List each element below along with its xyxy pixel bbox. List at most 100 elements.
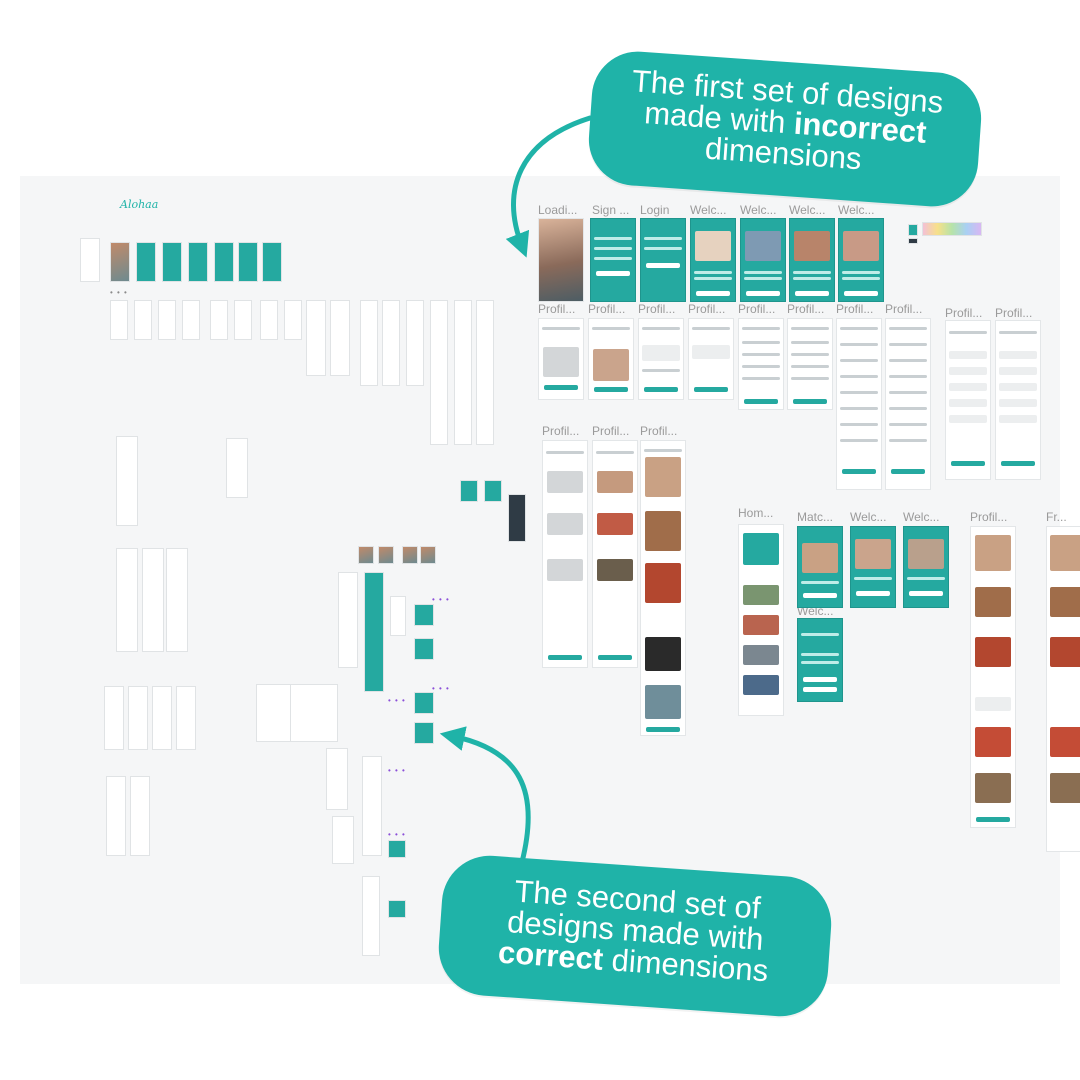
screen-thumb[interactable] xyxy=(290,684,338,742)
screen-welcome[interactable] xyxy=(903,526,949,608)
screen-profile-preview[interactable] xyxy=(640,440,686,736)
screen-thumb[interactable] xyxy=(136,242,156,282)
screen-edit-prompts[interactable] xyxy=(542,440,588,668)
frame-label: Welc... xyxy=(903,510,940,524)
screen-edit-prompts[interactable] xyxy=(592,440,638,668)
screen-profile[interactable] xyxy=(970,526,1016,828)
screen-profile-prompts[interactable] xyxy=(945,320,991,480)
frame-label: Profil... xyxy=(836,302,874,316)
screen-thumb[interactable] xyxy=(182,300,200,340)
frame-menu-dots[interactable]: • • • xyxy=(388,830,406,839)
screen-thumb[interactable] xyxy=(210,300,228,340)
screen-thumb[interactable] xyxy=(130,776,150,856)
screen-thumb[interactable] xyxy=(454,300,472,445)
screen-thumb[interactable] xyxy=(116,548,138,652)
screen-profile-setup[interactable] xyxy=(787,318,833,410)
screen-thumb[interactable] xyxy=(338,572,358,668)
screen-thumb[interactable] xyxy=(360,300,378,386)
screen-friend-profile[interactable] xyxy=(1046,526,1080,852)
screen-thumb[interactable] xyxy=(460,480,478,502)
screen-thumb[interactable] xyxy=(142,548,164,652)
screen-thumb[interactable] xyxy=(116,436,138,526)
screen-thumb[interactable] xyxy=(214,242,234,282)
screen-profile-setup[interactable] xyxy=(688,318,734,400)
screen-thumb[interactable] xyxy=(166,548,188,652)
screen-thumb[interactable] xyxy=(106,776,126,856)
screen-thumb[interactable] xyxy=(330,300,350,376)
screen-profile-setup[interactable] xyxy=(738,318,784,410)
screen-thumb[interactable] xyxy=(262,242,282,282)
screen-thumb[interactable] xyxy=(188,242,208,282)
screen-thumb[interactable] xyxy=(414,604,434,626)
screen-welcome[interactable] xyxy=(797,618,843,702)
screen-thumb[interactable] xyxy=(110,300,128,340)
screen-thumb[interactable] xyxy=(484,480,502,502)
screen-thumb[interactable] xyxy=(284,300,302,340)
screen-thumb[interactable] xyxy=(476,300,494,445)
screen-thumb[interactable] xyxy=(110,242,130,282)
screen-thumb[interactable] xyxy=(382,300,400,386)
screen-thumb[interactable] xyxy=(104,686,124,750)
frame-label: Welc... xyxy=(740,203,777,217)
frame-menu-dots[interactable]: • • • xyxy=(432,595,450,604)
screen-thumb[interactable] xyxy=(128,686,148,750)
screen-thumb[interactable] xyxy=(362,876,380,956)
screen-welcome-3[interactable] xyxy=(789,218,835,302)
screen-profile-setup[interactable] xyxy=(836,318,882,490)
screen-thumb[interactable] xyxy=(414,638,434,660)
screen-thumb[interactable] xyxy=(388,900,406,918)
screen-thumb[interactable] xyxy=(176,686,196,750)
screen-thumb[interactable] xyxy=(406,300,424,386)
screen-thumb[interactable] xyxy=(358,546,374,564)
frame-menu-dots[interactable]: • • • xyxy=(388,696,406,705)
screen-thumb[interactable] xyxy=(414,722,434,744)
color-swatch[interactable] xyxy=(908,238,918,244)
frame-label: Profil... xyxy=(787,302,825,316)
screen-thumb[interactable] xyxy=(238,242,258,282)
frame-label: Profil... xyxy=(588,302,626,316)
screen-thumb[interactable] xyxy=(390,596,406,636)
screen-thumb[interactable] xyxy=(414,692,434,714)
screen-welcome-2[interactable] xyxy=(740,218,786,302)
screen-profile-setup[interactable] xyxy=(885,318,931,490)
screen-thumb[interactable] xyxy=(430,300,448,445)
screen-thumb[interactable] xyxy=(508,494,526,542)
screen-welcome-4[interactable] xyxy=(838,218,884,302)
screen-thumb[interactable] xyxy=(158,300,176,340)
frame-menu-dots[interactable]: • • • xyxy=(432,684,450,693)
screen-thumb[interactable] xyxy=(420,546,436,564)
screen-thumb[interactable] xyxy=(80,238,100,282)
color-swatch[interactable] xyxy=(908,224,918,236)
frame-label: Welc... xyxy=(850,510,887,524)
screen-thumb[interactable] xyxy=(364,572,384,692)
frame-label: Login xyxy=(640,203,670,217)
screen-thumb[interactable] xyxy=(306,300,326,376)
screen-thumb[interactable] xyxy=(362,756,382,856)
screen-profile-setup[interactable] xyxy=(638,318,684,400)
screen-thumb[interactable] xyxy=(234,300,252,340)
frame-label: Profil... xyxy=(885,302,923,316)
screen-match[interactable] xyxy=(797,526,843,608)
screen-thumb[interactable] xyxy=(162,242,182,282)
screen-login[interactable] xyxy=(640,218,686,302)
screen-welcome-1[interactable] xyxy=(690,218,736,302)
screen-profile-prompts[interactable] xyxy=(995,320,1041,480)
screen-thumb[interactable] xyxy=(226,438,248,498)
screen-thumb[interactable] xyxy=(332,816,354,864)
screen-profile-setup[interactable] xyxy=(588,318,634,400)
screen-thumb[interactable] xyxy=(134,300,152,340)
screen-signup[interactable] xyxy=(590,218,636,302)
color-palette[interactable] xyxy=(922,222,982,236)
screen-welcome[interactable] xyxy=(850,526,896,608)
screen-thumb[interactable] xyxy=(388,840,406,858)
screen-thumb[interactable] xyxy=(326,748,348,810)
screen-home[interactable] xyxy=(738,524,784,716)
screen-thumb[interactable] xyxy=(402,546,418,564)
screen-thumb[interactable] xyxy=(378,546,394,564)
screen-profile-setup[interactable] xyxy=(538,318,584,400)
screen-thumb[interactable] xyxy=(260,300,278,340)
screen-thumb[interactable] xyxy=(152,686,172,750)
frame-menu-dots[interactable]: • • • xyxy=(110,288,128,297)
screen-loading[interactable] xyxy=(538,218,584,302)
frame-menu-dots[interactable]: • • • xyxy=(388,766,406,775)
